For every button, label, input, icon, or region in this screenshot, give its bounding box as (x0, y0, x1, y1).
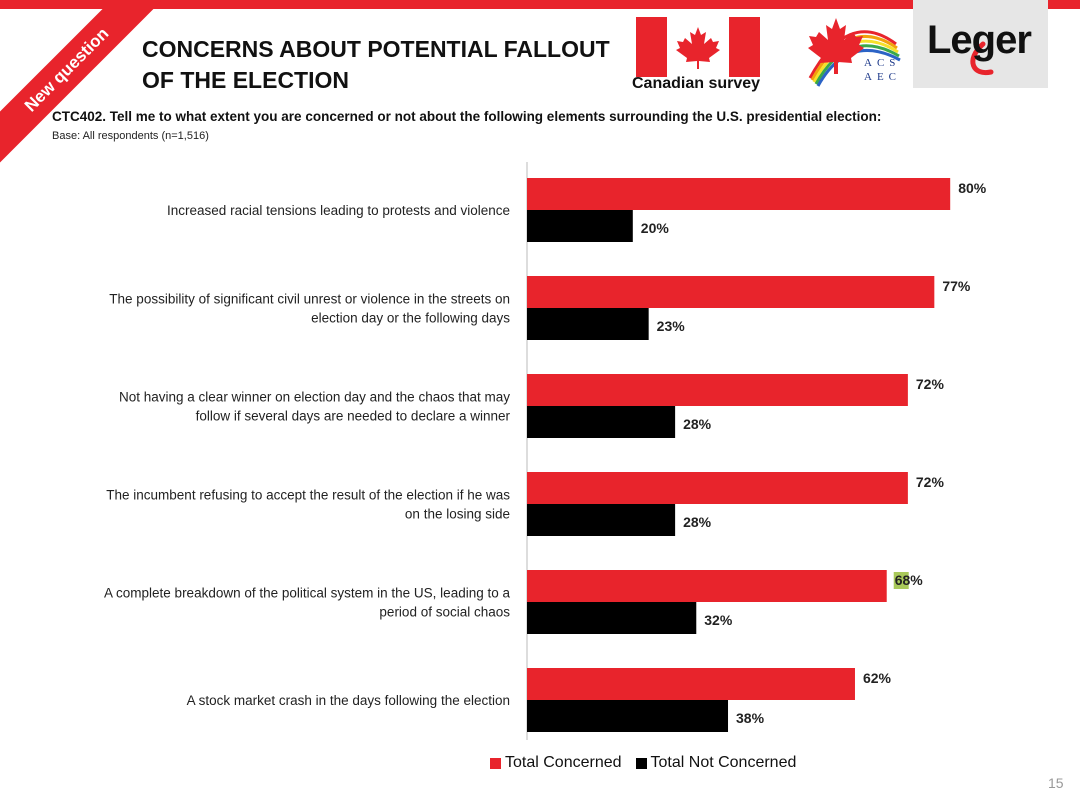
data-label-concerned: 68% (895, 572, 924, 588)
bar-not-concerned (527, 504, 676, 536)
category-label: A stock market crash in the days followi… (187, 693, 510, 708)
category-label: on the losing side (405, 507, 510, 522)
data-label-concerned: 72% (916, 376, 945, 392)
category-label: The possibility of significant civil unr… (109, 292, 510, 307)
chart-legend: Total Concerned Total Not Concerned (490, 754, 796, 772)
data-label-not-concerned: 20% (641, 220, 670, 236)
data-label-not-concerned: 32% (704, 612, 733, 628)
label-highlight (893, 572, 909, 589)
legend-label-concerned: Total Concerned (505, 754, 622, 771)
legend-swatch-concerned (490, 757, 501, 769)
data-label-not-concerned: 23% (657, 318, 686, 334)
bar-chart: Increased racial tensions leading to pro… (104, 162, 987, 740)
question-text: CTC402. Tell me to what extent you are c… (52, 109, 882, 124)
bar-not-concerned (527, 602, 697, 634)
category-label: period of social chaos (379, 605, 510, 620)
top-accent-bar (0, 0, 1080, 9)
bar-not-concerned (527, 308, 649, 340)
legend-swatch-not-concerned (635, 757, 647, 769)
category-label: Increased racial tensions leading to pro… (167, 203, 510, 218)
data-label-concerned: 80% (958, 180, 987, 196)
bar-concerned (527, 668, 855, 700)
canada-flag-icon (636, 17, 760, 77)
data-label-concerned: 77% (942, 278, 971, 294)
acs-aec-logo-icon: ACS AEC (808, 18, 901, 87)
leger-logo: Leger (913, 0, 1048, 88)
bar-concerned (527, 276, 935, 308)
svg-text:ACS: ACS (864, 57, 900, 69)
data-label-not-concerned: 38% (736, 710, 765, 726)
flag-caption: Canadian survey (632, 75, 761, 92)
page-number: 15 (1048, 775, 1064, 791)
data-label-not-concerned: 28% (683, 514, 712, 530)
leger-wordmark: Leger (927, 18, 1032, 62)
bar-not-concerned (527, 210, 633, 242)
bar-not-concerned (527, 700, 729, 732)
data-label-not-concerned: 28% (683, 416, 712, 432)
category-label: The incumbent refusing to accept the res… (106, 488, 510, 503)
data-label-concerned: 72% (916, 474, 945, 490)
category-label: follow if several days are needed to dec… (196, 409, 511, 424)
bar-concerned (527, 472, 908, 504)
leger-swirl-icon (970, 41, 994, 76)
page-title: CONCERNS ABOUT POTENTIAL FALLOUT OF THE … (142, 36, 610, 93)
bar-not-concerned (527, 406, 676, 438)
bar-concerned (527, 178, 951, 210)
svg-text:AEC: AEC (864, 71, 901, 83)
legend-item-not-concerned: Total Not Concerned (635, 754, 797, 772)
data-label-concerned: 62% (863, 670, 892, 686)
bar-concerned (527, 570, 887, 602)
category-label: A complete breakdown of the political sy… (104, 586, 510, 601)
bar-concerned (527, 374, 908, 406)
category-label: Not having a clear winner on election da… (119, 390, 510, 405)
legend-label-not-concerned: Total Not Concerned (650, 754, 797, 771)
legend-item-concerned: Total Concerned (490, 754, 622, 772)
category-label: election day or the following days (311, 311, 510, 326)
base-note: Base: All respondents (n=1,516) (52, 130, 209, 142)
